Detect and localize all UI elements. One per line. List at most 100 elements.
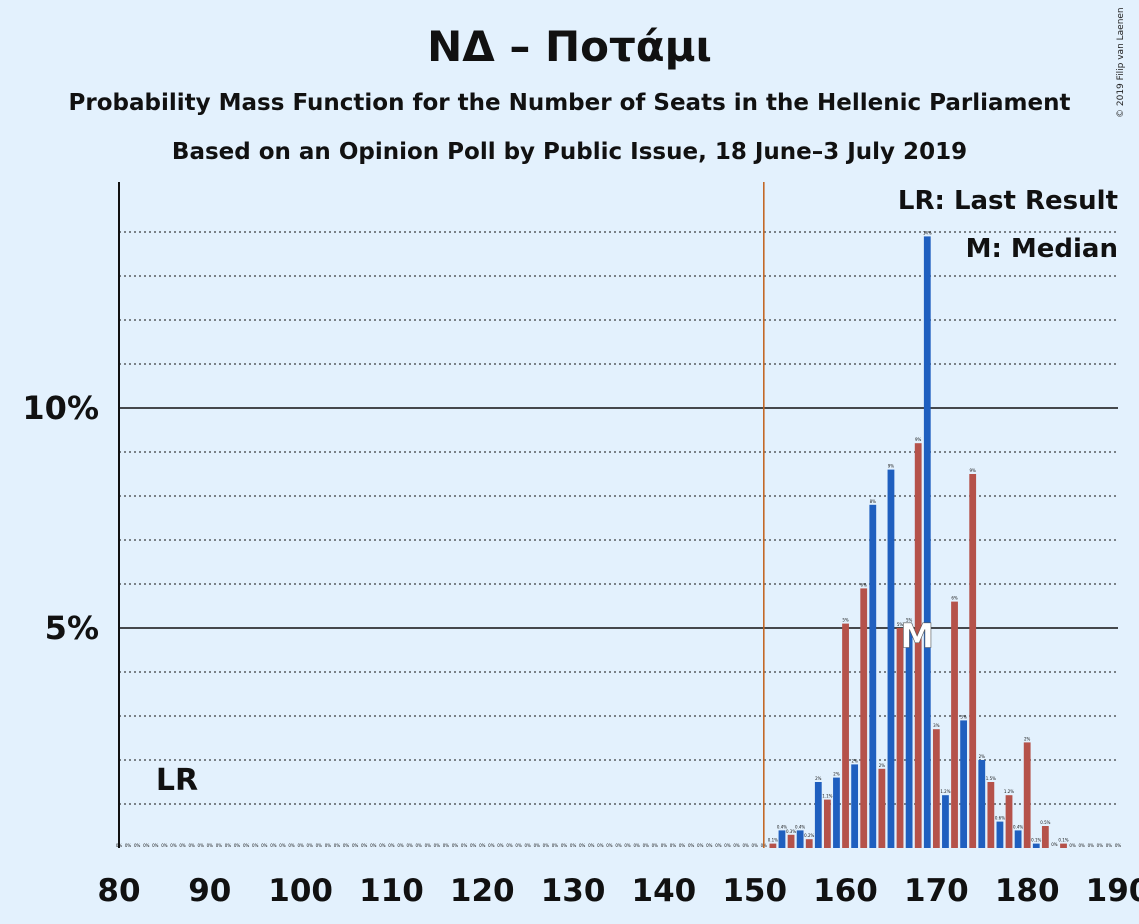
zero-bar-label: 0%: [434, 843, 441, 848]
bar: [842, 623, 849, 848]
zero-bar-label: 0%: [288, 843, 295, 848]
y-tick-label: 5%: [45, 609, 99, 647]
bar: [1005, 795, 1013, 848]
zero-bar-label: 0%: [198, 843, 205, 848]
zero-bar-label: 0%: [170, 843, 177, 848]
zero-bar-label: 0%: [579, 843, 586, 848]
chart-subtitle-poll: Based on an Opinion Poll by Public Issue…: [171, 139, 968, 165]
bar: [987, 782, 995, 848]
bar: [996, 821, 1004, 848]
zero-bar-label: 0%: [515, 843, 522, 848]
bar-label: 2%: [833, 772, 840, 777]
bar: [796, 830, 804, 848]
zero-bar-label: 0%: [243, 843, 250, 848]
bar-label: 2%: [815, 776, 822, 781]
zero-bar-label: 0%: [543, 843, 550, 848]
bar-label: 14%: [923, 230, 932, 235]
bar: [942, 795, 949, 848]
median-marker: M: [900, 617, 934, 657]
x-tick-label: 90: [188, 873, 231, 909]
zero-bar-label: 0%: [479, 843, 486, 848]
zero-bar-label: 0%: [216, 843, 223, 848]
zero-bar-label: 0%: [624, 843, 631, 848]
zero-bar-label: 0%: [452, 843, 459, 848]
bar: [1032, 843, 1040, 848]
zero-bar-label: 0%: [715, 843, 722, 848]
zero-bar-label: 0%: [307, 843, 314, 848]
bar-label: 6%: [861, 582, 868, 587]
zero-bar-label: 0%: [134, 843, 141, 848]
bar-label: 1.5%: [986, 776, 996, 781]
zero-bar-label: 0%: [633, 843, 640, 848]
bar: [1041, 826, 1049, 848]
zero-bar-label: 0%: [361, 843, 368, 848]
zero-bar-label: 0%: [334, 843, 341, 848]
zero-bar-label: 0%: [461, 843, 468, 848]
zero-bar-label: 0%: [270, 843, 277, 848]
zero-bar-label: 0%: [688, 843, 695, 848]
bar-label: 3%: [960, 714, 967, 719]
bar: [951, 601, 958, 848]
chart-title: ΝΔ – Ποτάμι: [427, 22, 712, 71]
bar: [1060, 843, 1067, 848]
zero-bar-label: 0%: [497, 843, 504, 848]
zero-bar-label: 0%: [1069, 843, 1076, 848]
zero-bar-label: 0%: [570, 843, 577, 848]
bar: [851, 764, 859, 848]
zero-bar-label: 0%: [297, 843, 304, 848]
bar: [896, 628, 904, 848]
zero-bar-label: 0%: [279, 843, 286, 848]
bar-label: 9%: [915, 437, 922, 442]
x-tick-label: 120: [450, 873, 515, 909]
zero-bar-label: 0%: [561, 843, 568, 848]
zero-bar-label: 0%: [724, 843, 731, 848]
zero-bar-label: 0%: [316, 843, 323, 848]
zero-bar-label: 0%: [207, 843, 214, 848]
y-tick-labels: 5% 10%: [22, 389, 99, 647]
zero-bar-label: 0%: [225, 843, 232, 848]
bar-label: 0.4%: [795, 824, 805, 829]
bar: [969, 474, 977, 848]
x-tick-labels: 80 90 100 110 120 130 140 150 160 170 180 190: [97, 873, 1139, 909]
zero-bar-label: 0%: [370, 843, 377, 848]
bar-label: 0.1%: [768, 838, 778, 843]
zero-bar-label: 0%: [252, 843, 259, 848]
bars: 0.1%0.4%0.3%0.4%0.2%2%1.1%2%5%2%6%8%2%9%…: [768, 230, 1069, 848]
zero-bar-label: 0%: [343, 843, 350, 848]
bar-label: 0.2%: [804, 833, 814, 838]
bar: [833, 777, 840, 848]
zero-bar-label: 0%: [534, 843, 541, 848]
zero-bar-label: 0%: [552, 843, 559, 848]
zero-bar-label: 0%: [325, 843, 332, 848]
bar-label: 5%: [897, 622, 904, 627]
zero-bar-label: 0%: [706, 843, 713, 848]
bar: [923, 236, 931, 848]
bar-label: 0.4%: [1013, 824, 1023, 829]
bar-label: 0.1%: [1031, 838, 1041, 843]
bar: [823, 799, 831, 848]
zero-labels: 0% 0% 0% 0% 0% 0% 0% 0% 0% 0% 0% 0% 0% 0% 0% 0% 0% 0% 0% 0%…: [116, 843, 1122, 848]
bar: [860, 588, 868, 848]
x-tick-label: 160: [813, 873, 878, 909]
x-tick-label: 100: [268, 873, 333, 909]
bar-label: 9%: [888, 464, 895, 469]
bar-label: 1.2%: [1004, 789, 1014, 794]
bar-label: 0.4%: [777, 824, 787, 829]
bar: [769, 843, 777, 848]
bar-label: 0.5%: [1040, 820, 1050, 825]
zero-bar-label: 0%: [443, 843, 450, 848]
zero-bar-label: 0%: [143, 843, 150, 848]
legend-last-result: LR: Last Result: [898, 186, 1118, 216]
zero-bar-label: 0%: [188, 843, 195, 848]
x-tick-label: 170: [904, 873, 969, 909]
bar: [960, 720, 968, 848]
bar-label: 1.2%: [940, 789, 950, 794]
zero-bar-label: 0%: [179, 843, 186, 848]
bar: [914, 443, 922, 848]
bar-label: 6%: [951, 596, 958, 601]
zero-bar-label: 0%: [1088, 843, 1095, 848]
zero-bar-label: 0%: [125, 843, 132, 848]
zero-bar-label: 0%: [397, 843, 404, 848]
zero-bar-label: 0%: [597, 843, 604, 848]
bar: [1023, 742, 1031, 848]
